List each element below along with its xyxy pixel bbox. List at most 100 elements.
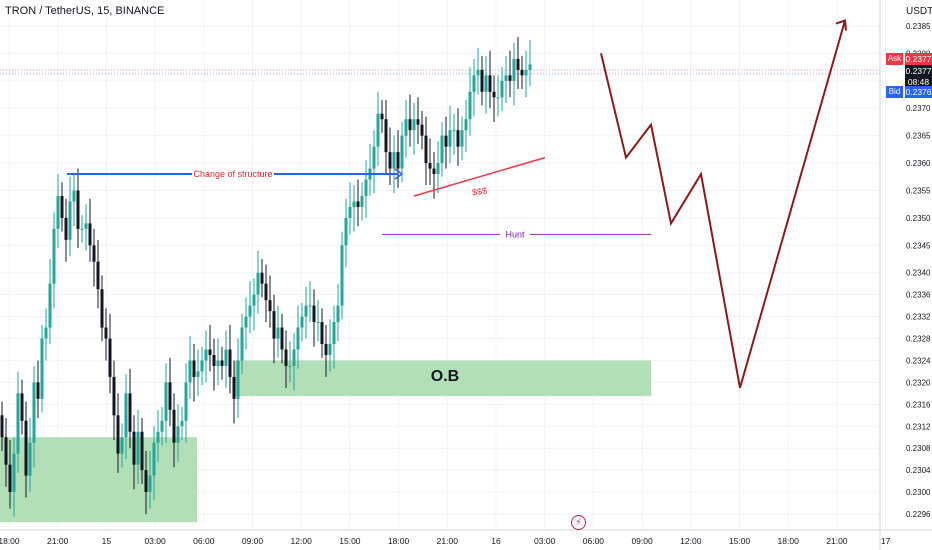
candle-body bbox=[392, 152, 396, 169]
time-tick-label: 12:00 bbox=[680, 536, 702, 546]
structure-arrow bbox=[394, 168, 404, 180]
candle-body bbox=[260, 272, 264, 284]
candle-body bbox=[444, 135, 448, 147]
candle-body bbox=[408, 119, 412, 131]
time-tick-label: 09:00 bbox=[242, 536, 264, 546]
candle-body bbox=[180, 420, 184, 427]
candle-body bbox=[212, 354, 216, 366]
candle-body bbox=[436, 163, 440, 175]
candle-body bbox=[504, 75, 508, 81]
candle-body bbox=[252, 294, 256, 306]
candle-body bbox=[300, 316, 304, 328]
candle-body bbox=[196, 371, 200, 377]
candle-body bbox=[160, 420, 164, 432]
candle-body bbox=[420, 124, 424, 136]
ask-badge: Ask bbox=[886, 53, 903, 65]
candle-body bbox=[44, 327, 48, 339]
candle-body bbox=[176, 426, 180, 443]
lightning-icon[interactable]: ⚡ bbox=[571, 515, 586, 530]
price-tick-label: 0.2312 bbox=[906, 422, 931, 431]
candle-body bbox=[12, 453, 16, 493]
candle-body bbox=[132, 431, 136, 465]
candle-body bbox=[80, 228, 84, 230]
candle-body bbox=[28, 442, 32, 476]
candle-body bbox=[500, 80, 504, 98]
candle-body bbox=[424, 135, 428, 164]
candle-body bbox=[264, 283, 268, 301]
candle-body bbox=[4, 437, 8, 465]
price-tick-label: 0.2320 bbox=[906, 378, 931, 387]
candle-body bbox=[156, 431, 160, 443]
candle-body bbox=[240, 327, 244, 361]
price-tick-label: 0.2370 bbox=[906, 104, 931, 113]
price-tick-label: 0.2336 bbox=[906, 291, 931, 300]
candle-body bbox=[352, 201, 356, 207]
candle-body bbox=[164, 382, 168, 421]
candle-body bbox=[192, 360, 196, 377]
candle-body bbox=[484, 75, 488, 92]
candle-body bbox=[100, 289, 104, 328]
candle-body bbox=[232, 376, 236, 399]
candle-body bbox=[364, 179, 368, 196]
price-tick-label: 0.2355 bbox=[906, 186, 931, 195]
time-tick-label: 06:00 bbox=[193, 536, 215, 546]
time-tick-label: 15:00 bbox=[729, 536, 751, 546]
annotations-layer: Change of structure $$$ Hunt bbox=[67, 19, 847, 389]
candle-body bbox=[116, 415, 120, 454]
candle-body bbox=[32, 382, 36, 443]
bid-price-tag: 0.2376 bbox=[905, 86, 932, 98]
candle-body bbox=[84, 223, 88, 229]
price-tick-label: 0.2385 bbox=[906, 22, 931, 31]
candle-body bbox=[204, 349, 208, 361]
candle-body bbox=[220, 360, 224, 366]
candle-body bbox=[108, 338, 112, 377]
candle-body bbox=[72, 190, 76, 202]
candle-body bbox=[376, 113, 380, 147]
candle-body bbox=[480, 69, 484, 92]
current-price-tag: 0.2377 bbox=[905, 65, 932, 77]
bid-badge: Bid bbox=[886, 86, 903, 98]
candle-body bbox=[184, 382, 188, 421]
candle-body bbox=[224, 349, 228, 366]
candle-body bbox=[460, 130, 464, 147]
candle-body bbox=[336, 305, 340, 323]
price-tick-label: 0.2350 bbox=[906, 214, 931, 223]
price-tick-label: 0.2296 bbox=[906, 510, 931, 519]
axis-unit-label[interactable]: USDT bbox=[906, 6, 932, 17]
candle-body bbox=[292, 349, 296, 366]
candle-body bbox=[492, 91, 496, 98]
candle-body bbox=[92, 245, 96, 262]
candle-body bbox=[324, 344, 328, 355]
candle-body bbox=[76, 190, 80, 229]
order-block-zone bbox=[234, 360, 651, 397]
price-tick-label: 0.2345 bbox=[906, 241, 931, 250]
time-tick-label: 21:00 bbox=[47, 536, 69, 546]
candle-body bbox=[348, 206, 352, 218]
candle-body bbox=[488, 75, 492, 92]
candle-body bbox=[236, 360, 240, 399]
candle-body bbox=[472, 75, 476, 92]
price-tick-label: 0.2332 bbox=[906, 313, 931, 322]
candle-body bbox=[404, 119, 408, 136]
structure-label: Change of structure bbox=[193, 169, 272, 179]
candle-body bbox=[96, 261, 100, 290]
price-tick-label: 0.2304 bbox=[906, 466, 931, 475]
candle-body bbox=[524, 69, 528, 76]
candle-body bbox=[440, 135, 444, 164]
candle-body bbox=[360, 195, 364, 207]
candle-body bbox=[320, 322, 324, 345]
candle-body bbox=[48, 283, 52, 328]
candle-body bbox=[64, 217, 68, 240]
candle-body bbox=[428, 163, 432, 169]
candle-body bbox=[356, 201, 360, 207]
candles-layer bbox=[0, 36, 532, 517]
time-axis[interactable]: 18:00 21:00 15 03:00 06:00 09:00 12:00 15:00 18:… bbox=[0, 536, 891, 546]
candle-body bbox=[8, 464, 12, 493]
price-tick-label: 0.2300 bbox=[906, 488, 931, 497]
time-tick-label: 03:00 bbox=[144, 536, 166, 546]
candle-body bbox=[68, 201, 72, 240]
candle-body bbox=[256, 272, 260, 295]
projection-arrowhead bbox=[835, 19, 847, 31]
